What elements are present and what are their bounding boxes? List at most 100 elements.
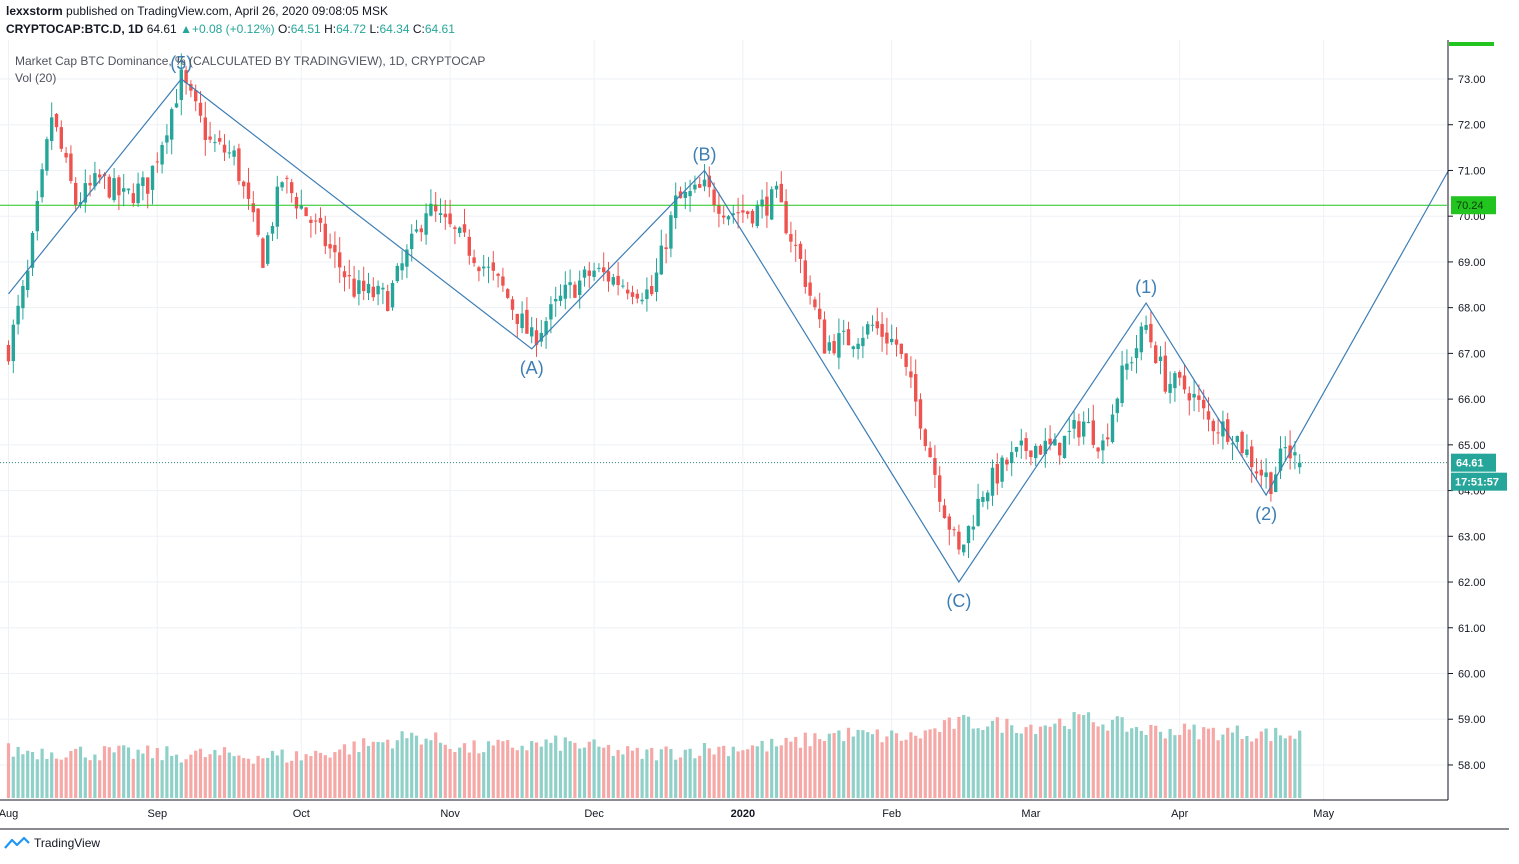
- volume-bar: [462, 743, 467, 798]
- candle-body: [155, 161, 159, 163]
- candle-body: [1221, 421, 1225, 437]
- volume-bar: [1154, 725, 1158, 798]
- volume-bar: [386, 739, 390, 798]
- volume-bar: [1221, 734, 1225, 798]
- volume-bar: [1038, 726, 1043, 798]
- volume-bar: [875, 729, 879, 798]
- volume-bar: [1125, 731, 1129, 798]
- volume-bar: [813, 733, 817, 798]
- volume-bar: [50, 752, 54, 798]
- volume-bar: [784, 737, 788, 798]
- candle-body: [1298, 462, 1302, 468]
- candle-body: [189, 83, 193, 91]
- volume-bar: [947, 717, 951, 798]
- candle-body: [707, 175, 711, 188]
- volume-bar: [808, 746, 812, 798]
- volume-bar: [1259, 731, 1263, 798]
- price-tick-label: 72.00: [1458, 120, 1486, 132]
- candle-body: [371, 286, 375, 298]
- candle-body: [616, 275, 620, 286]
- wave-label: (A): [520, 358, 544, 378]
- candle-body: [1216, 432, 1220, 434]
- volume-bar: [1053, 723, 1057, 798]
- candle-body: [467, 236, 471, 256]
- candle-body: [261, 238, 265, 268]
- candle-body: [1091, 420, 1095, 445]
- volume-bar: [1014, 732, 1019, 798]
- volume-bar: [558, 750, 563, 798]
- volume-bar: [904, 739, 908, 798]
- candle-body: [333, 244, 337, 253]
- candle-body: [1062, 435, 1067, 459]
- volume-bar: [472, 740, 476, 798]
- candle-body: [558, 295, 563, 301]
- candle-body: [746, 211, 750, 215]
- candle-body: [813, 299, 817, 308]
- volume-bar: [741, 750, 745, 798]
- candle-body: [635, 293, 639, 299]
- brand-text: TradingView: [34, 836, 101, 850]
- candle-body: [184, 70, 188, 84]
- volume-bar: [1130, 728, 1134, 798]
- candle-body: [246, 182, 251, 199]
- volume-bar: [40, 748, 44, 798]
- candle-body: [606, 271, 611, 282]
- volume-bar: [846, 727, 851, 798]
- volume-bar: [362, 738, 366, 798]
- volume-bar: [26, 750, 30, 798]
- candle-body: [702, 179, 707, 187]
- footer-brand[interactable]: TradingView: [4, 836, 100, 850]
- volume-bar: [779, 745, 783, 798]
- volume-bar: [851, 736, 855, 798]
- volume-bar: [1158, 731, 1163, 798]
- candle-body: [602, 267, 606, 273]
- volume-bar: [112, 752, 116, 798]
- candle-body: [323, 223, 327, 247]
- candle-body: [256, 208, 260, 235]
- volume-bar: [122, 745, 126, 798]
- candle-body: [914, 374, 918, 402]
- volume-bar: [376, 741, 380, 798]
- time-tick-label: Mar: [1021, 808, 1040, 820]
- volume-bar: [342, 744, 347, 798]
- volume-bar: [429, 740, 433, 798]
- candle-body: [424, 213, 428, 235]
- candle-body: [208, 136, 212, 140]
- volume-bar: [467, 752, 471, 798]
- volume-bar: [952, 728, 956, 798]
- volume-bar: [736, 751, 740, 798]
- last-price-label: 64.61: [1456, 458, 1484, 470]
- candle-body: [88, 182, 92, 186]
- volume-bar: [818, 739, 822, 798]
- volume-bar: [1245, 736, 1249, 798]
- volume-bar: [131, 758, 135, 798]
- candle-body: [165, 135, 169, 143]
- volume-bar: [400, 731, 404, 798]
- candle-body: [861, 337, 865, 347]
- candle-body: [851, 346, 855, 350]
- candle-body: [1014, 446, 1019, 452]
- candle-body: [798, 243, 803, 259]
- price-tick-label: 58.00: [1458, 760, 1486, 772]
- volume-bar: [640, 758, 644, 798]
- volume-bar: [1206, 728, 1211, 798]
- volume-bar: [928, 729, 932, 798]
- candle-body: [731, 213, 735, 215]
- candle-body: [957, 531, 961, 550]
- author[interactable]: lexxstorm: [6, 4, 63, 18]
- volume-bar: [266, 757, 270, 798]
- volume-bar: [765, 751, 769, 798]
- candle-body: [1182, 375, 1187, 390]
- candle-body: [501, 276, 505, 286]
- volume-bar: [165, 746, 169, 798]
- candle-body: [453, 227, 457, 229]
- volume-bar: [726, 756, 731, 798]
- low-label: L:: [369, 22, 380, 36]
- volume-bar: [304, 754, 308, 798]
- volume-bar: [1182, 723, 1187, 798]
- countdown-label: 17:51:57: [1455, 477, 1499, 489]
- volume-bar: [1168, 728, 1172, 798]
- candle-body: [1235, 436, 1239, 442]
- candle-body: [486, 266, 491, 268]
